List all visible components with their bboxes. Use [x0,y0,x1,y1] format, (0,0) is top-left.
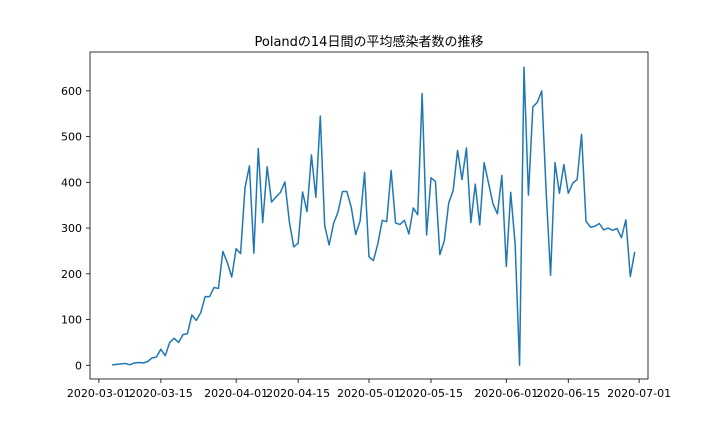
y-tick-label: 100 [61,314,82,327]
x-tick-label: 2020-03-15 [129,387,193,400]
x-tick-label: 2020-06-01 [474,387,538,400]
y-tick-label: 300 [61,222,82,235]
x-tick-label: 2020-04-01 [204,387,268,400]
y-tick-label: 0 [75,359,82,372]
y-tick-label: 400 [61,176,82,189]
x-tick-label: 2020-07-01 [607,387,671,400]
y-tick-label: 500 [61,131,82,144]
y-tick-label: 200 [61,268,82,281]
x-tick-label: 2020-06-15 [536,387,600,400]
x-tick-label: 2020-05-15 [399,387,463,400]
y-tick-label: 600 [61,85,82,98]
x-tick-label: 2020-05-01 [337,387,401,400]
x-tick-label: 2020-04-15 [266,387,330,400]
series-group [112,66,636,367]
plot-frame [89,51,649,380]
series-line [112,66,636,367]
chart-title: Polandの14日間の平均感染者数の推移 [255,34,484,50]
x-tick-label: 2020-03-01 [67,387,131,400]
